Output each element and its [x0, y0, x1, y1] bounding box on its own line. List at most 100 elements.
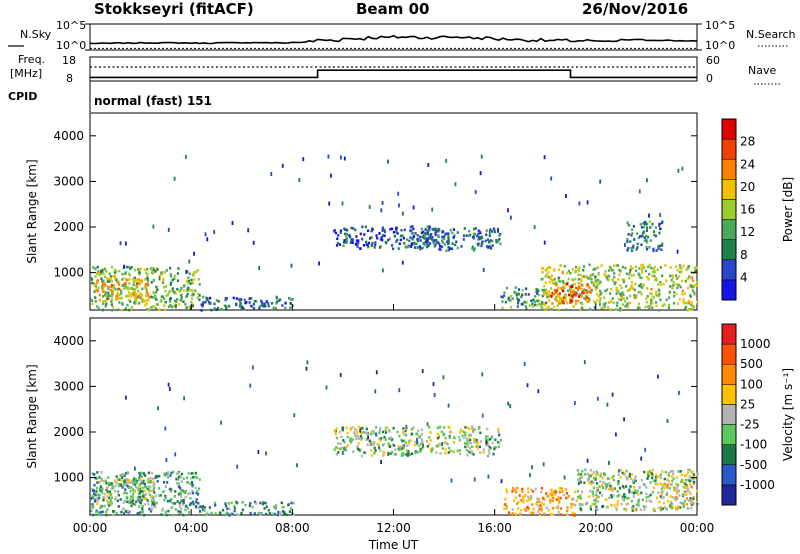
data-cell — [558, 302, 561, 305]
data-cell — [380, 208, 383, 213]
data-cell — [552, 506, 555, 510]
data-cell — [543, 293, 546, 296]
data-cell — [398, 388, 401, 393]
data-cell — [383, 234, 386, 238]
data-cell — [203, 509, 206, 512]
data-cell — [644, 447, 647, 452]
data-cell — [644, 221, 648, 225]
data-cell — [133, 483, 136, 486]
data-cell — [285, 513, 288, 517]
data-cell — [96, 289, 100, 293]
data-cell — [512, 499, 516, 502]
data-cell — [547, 495, 550, 498]
data-cell — [120, 289, 123, 293]
data-cell — [167, 382, 170, 387]
data-cell — [220, 420, 222, 425]
data-cell — [197, 292, 200, 296]
data-cell — [179, 486, 182, 490]
data-cell — [349, 439, 352, 442]
data-cell — [144, 282, 147, 286]
data-cell — [481, 372, 484, 377]
data-cell — [607, 477, 611, 481]
data-cell — [615, 508, 618, 512]
data-cell — [123, 282, 126, 285]
data-cell — [683, 307, 686, 310]
data-cell — [673, 291, 676, 294]
data-cell — [116, 499, 119, 503]
data-cell — [437, 229, 440, 233]
data-cell — [186, 270, 189, 273]
data-cell — [526, 499, 529, 503]
data-cell — [561, 271, 564, 275]
data-cell — [129, 490, 132, 493]
data-cell — [133, 288, 136, 292]
data-cell — [570, 502, 573, 506]
data-cell — [622, 486, 625, 490]
data-cell — [402, 431, 405, 434]
data-cell — [109, 499, 112, 503]
data-cell — [594, 277, 597, 280]
data-cell — [453, 436, 456, 439]
data-cell — [140, 499, 143, 502]
data-cell — [129, 308, 132, 311]
data-cell — [124, 271, 127, 274]
data-cell — [572, 513, 575, 517]
data-cell — [387, 159, 389, 164]
data-cell — [611, 392, 614, 397]
data-cell — [479, 171, 482, 176]
data-cell — [614, 308, 618, 311]
data-cell — [692, 305, 695, 308]
data-cell — [541, 277, 544, 281]
data-cell — [590, 482, 593, 486]
data-cell — [601, 476, 604, 480]
data-cell — [617, 482, 620, 486]
data-cell — [661, 492, 664, 496]
noise-frame — [89, 23, 698, 51]
data-cell — [279, 511, 282, 514]
data-cell — [596, 266, 599, 269]
data-cell — [110, 487, 113, 490]
data-cell — [545, 307, 548, 311]
data-cell — [350, 226, 353, 230]
data-cell — [118, 301, 121, 304]
data-cell — [143, 483, 146, 486]
data-cell — [530, 299, 533, 302]
data-cell — [145, 485, 148, 489]
data-cell — [190, 300, 193, 304]
data-cell — [437, 227, 440, 231]
data-cell — [138, 473, 142, 477]
data-cell — [134, 302, 137, 306]
data-cell — [137, 302, 140, 305]
data-cell — [482, 268, 485, 272]
data-cell — [517, 500, 520, 504]
data-cell — [549, 277, 552, 281]
data-cell — [164, 270, 167, 274]
data-cell — [373, 440, 376, 444]
data-cell — [693, 293, 696, 296]
data-cell — [650, 288, 653, 291]
data-cell — [540, 501, 543, 504]
data-cell — [490, 436, 493, 439]
data-cell — [596, 472, 599, 476]
data-cell — [645, 226, 649, 229]
data-cell — [639, 291, 642, 294]
data-cell — [435, 230, 438, 233]
data-cell — [409, 236, 412, 239]
data-cell — [354, 433, 357, 436]
data-cell — [675, 492, 679, 495]
data-cell — [124, 509, 127, 513]
data-cell — [389, 227, 392, 231]
data-cell — [391, 227, 394, 231]
data-cell — [487, 474, 490, 479]
data-cell — [688, 490, 691, 493]
data-cell — [163, 480, 166, 484]
data-cell — [530, 494, 533, 498]
frequency-tick: 8 — [66, 72, 73, 85]
data-cell — [392, 231, 395, 234]
y-axis-label: Slant Range [km] — [25, 159, 39, 263]
data-cell — [692, 480, 696, 484]
data-cell — [500, 295, 503, 299]
data-cell — [348, 234, 351, 237]
data-cell — [631, 479, 634, 483]
data-cell — [170, 506, 173, 510]
